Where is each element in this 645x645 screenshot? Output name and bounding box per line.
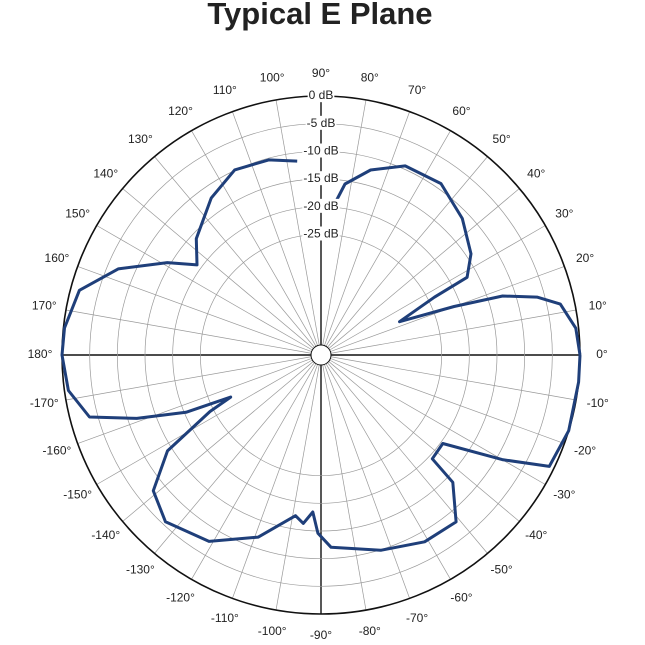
spoke — [154, 362, 315, 554]
theta-tick-label: -110° — [211, 611, 239, 625]
theta-tick-label: -20° — [574, 443, 596, 457]
spoke — [328, 188, 520, 349]
theta-tick-label: 0° — [596, 347, 608, 361]
spoke — [327, 362, 488, 554]
r-tick-label: -15 dB — [303, 171, 338, 185]
spoke — [330, 356, 577, 401]
pattern-line — [60, 158, 582, 552]
theta-tick-label: -160° — [43, 443, 72, 457]
theta-tick-label: -90° — [310, 628, 332, 642]
theta-tick-label: 170° — [32, 298, 57, 312]
r-tick-label: 0 dB — [309, 88, 334, 102]
theta-tick-label: 70° — [408, 83, 426, 97]
theta-tick-label: -10° — [587, 396, 609, 410]
spoke — [324, 111, 410, 346]
theta-tick-label: 140° — [93, 167, 118, 181]
spoke — [330, 358, 565, 444]
spoke — [275, 364, 320, 611]
theta-tick-label: 50° — [493, 132, 511, 146]
theta-tick-label: 150° — [65, 207, 90, 221]
chart-title: Typical E Plane — [207, 0, 432, 31]
theta-tick-label: 30° — [555, 207, 573, 221]
theta-tick-label: 10° — [589, 298, 607, 312]
r-tick-label-bg — [302, 226, 340, 241]
theta-tick-label: -130° — [126, 562, 155, 576]
spoke — [322, 364, 367, 611]
theta-tick-label: 80° — [361, 70, 379, 84]
r-tick-label-bg — [302, 198, 340, 213]
r-tick-label: -20 dB — [303, 199, 338, 213]
r-tick-label: -25 dB — [303, 227, 338, 241]
theta-tick-label: -80° — [359, 624, 381, 638]
theta-tick-label: 20° — [576, 251, 594, 265]
r-tick-label-bg — [305, 115, 337, 130]
theta-tick-label: -40° — [525, 528, 547, 542]
spoke — [191, 130, 317, 347]
r-tick-label-bg — [302, 143, 340, 158]
r-tick-label: -10 dB — [303, 144, 338, 158]
theta-tick-label: 100° — [260, 70, 285, 84]
spoke — [77, 266, 312, 352]
spoke — [96, 359, 313, 485]
theta-tick-label: -60° — [450, 591, 472, 605]
r-tick-label-bg — [307, 88, 335, 103]
theta-tick-label: -120° — [166, 591, 195, 605]
spoke — [324, 364, 410, 599]
spoke — [65, 309, 312, 354]
spoke — [96, 225, 313, 351]
theta-tick-label: 90° — [312, 66, 330, 80]
spoke — [329, 359, 546, 485]
spoke — [191, 363, 317, 580]
center-hole — [310, 344, 332, 366]
theta-tick-label: 180° — [28, 347, 53, 361]
theta-tick-label: -30° — [553, 488, 575, 502]
theta-tick-label: 110° — [213, 83, 237, 97]
r-tick-label-bg — [302, 171, 340, 186]
spoke — [232, 364, 318, 599]
spoke — [322, 99, 367, 346]
theta-tick-label: 60° — [452, 104, 470, 118]
spoke — [232, 111, 318, 346]
r-tick-label: -5 dB — [307, 116, 336, 130]
theta-tick-label: -100° — [258, 624, 287, 638]
theta-tick-label: 160° — [45, 251, 70, 265]
theta-tick-label: -50° — [491, 562, 513, 576]
theta-tick-label: 40° — [527, 167, 545, 181]
spoke — [65, 356, 312, 401]
theta-tick-label: -170° — [30, 396, 59, 410]
spoke — [77, 358, 312, 444]
theta-tick-label: 120° — [168, 104, 193, 118]
theta-tick-label: -150° — [63, 488, 92, 502]
theta-tick-label: 130° — [128, 132, 153, 146]
spoke — [330, 309, 577, 354]
spoke — [325, 130, 451, 347]
spoke — [122, 188, 314, 349]
spoke — [329, 225, 546, 351]
spoke — [154, 156, 315, 348]
theta-tick-label: -70° — [406, 611, 428, 625]
spoke — [325, 363, 451, 580]
spoke — [327, 156, 488, 348]
spoke — [275, 99, 320, 346]
theta-tick-label: -140° — [91, 528, 120, 542]
spoke — [328, 361, 520, 522]
